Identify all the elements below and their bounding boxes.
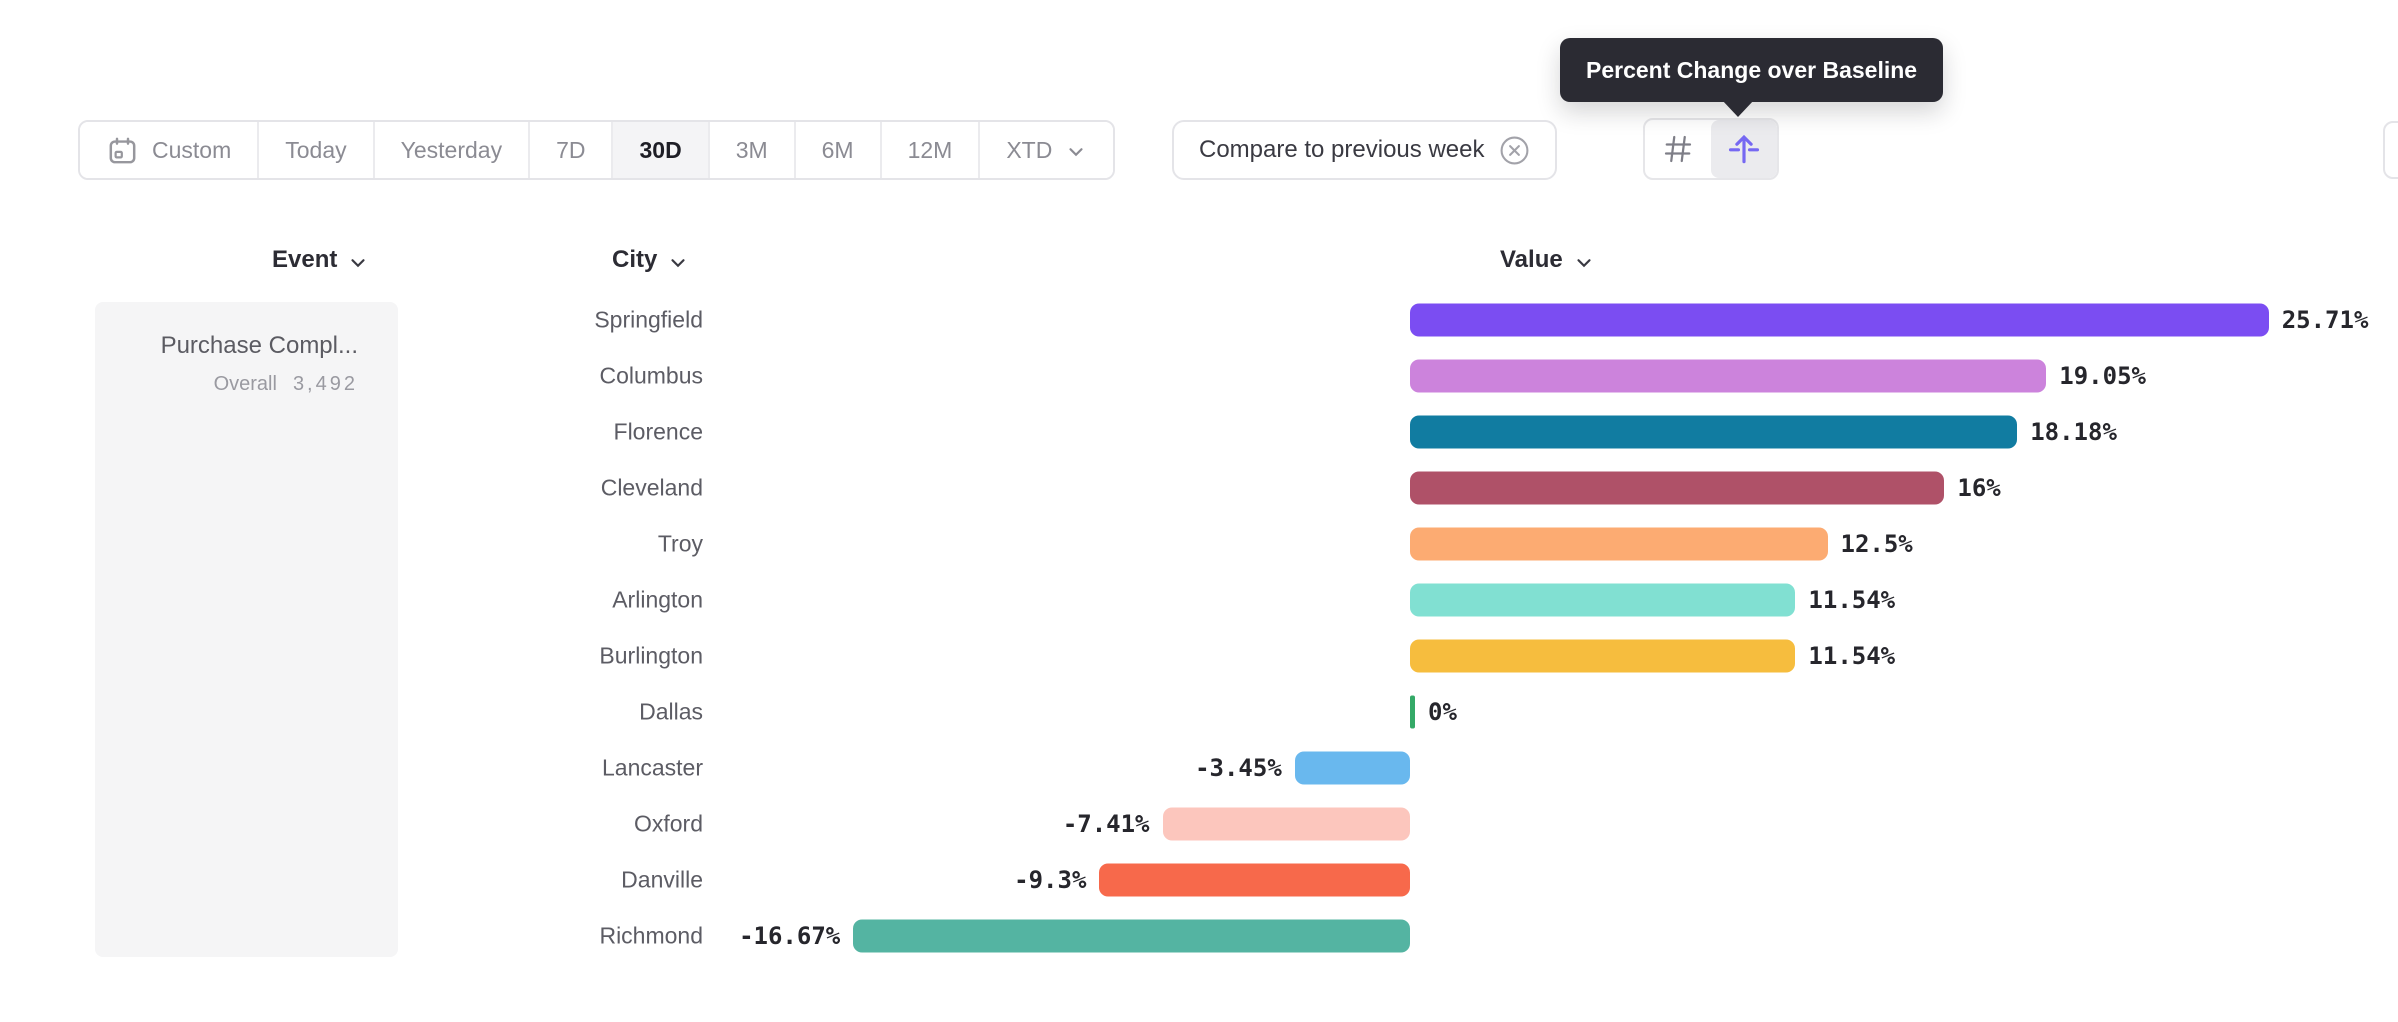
value-label: -16.67% [739,922,841,950]
date-range-30d[interactable]: 30D [613,122,710,178]
date-range-label: Custom [152,136,232,163]
value-label: 25.71% [2281,306,2369,334]
date-range-label: Today [285,136,347,163]
chart-row-danville: Danville -9.3% [0,852,2398,908]
compare-label: Compare to previous week [1199,136,1485,163]
calendar-icon [109,137,136,163]
value-bar[interactable] [1162,807,1410,841]
chart-row-columbus: Columbus 19.05% [0,348,2398,404]
chart-row-arlington: Arlington 11.54% [0,572,2398,628]
city-label: Dallas [639,698,703,725]
city-label: Cleveland [600,474,703,501]
chart-row-troy: Troy 12.5% [0,516,2398,572]
value-label: -3.45% [1195,754,1282,782]
date-range-custom[interactable]: Custom [80,122,260,178]
date-range-today[interactable]: Today [259,122,375,178]
chart-row-burlington: Burlington 11.54% [0,628,2398,684]
chevron-down-icon [351,258,365,267]
date-range-xtd[interactable]: XTD [980,122,1114,178]
date-range-label: 6M [821,136,854,163]
date-range-3m[interactable]: 3M [709,122,796,178]
date-range-yesterday[interactable]: Yesterday [374,122,531,178]
value-bar[interactable] [1410,695,1415,729]
date-range-label: 30D [639,136,682,163]
city-label: Oxford [633,810,703,837]
event-item[interactable]: Purchase Compl... Overall 3,492 [115,332,358,396]
city-label: Troy [657,530,703,557]
chart-row-richmond: Richmond -16.67% [0,908,2398,964]
city-label: Arlington [612,586,703,613]
event-overall: Overall 3,492 [115,373,358,396]
value-bar[interactable] [1410,639,1796,673]
value-label: -9.3% [1014,866,1087,894]
baseline-arrow-icon [1725,130,1763,168]
event-name: Purchase Compl... [160,332,358,359]
value-bar[interactable] [1410,471,1945,505]
uniques-hash-button[interactable] [1645,120,1711,178]
compare-button[interactable]: Compare to previous week [1172,120,1558,180]
city-label: Richmond [599,922,703,949]
tooltip-caret [1722,100,1754,117]
city-label: Burlington [599,642,703,669]
column-header-city-label: City [612,246,658,273]
date-range-7d[interactable]: 7D [530,122,614,178]
chart-row-dallas: Dallas 0% [0,684,2398,740]
chart-row-florence: Florence 18.18% [0,404,2398,460]
value-bar[interactable] [1410,359,2047,393]
city-label: Danville [621,866,703,893]
view-toggle-group [1643,118,1779,180]
bar-chart: Springfield 25.71% Columbus 19.05% Florence 1… [0,292,2398,964]
date-range-label: 7D [556,136,586,163]
city-label: Columbus [599,362,703,389]
date-range-label: 12M [907,136,953,163]
value-bar[interactable] [1410,527,1828,561]
value-bar[interactable] [1294,751,1410,785]
chevron-down-icon [1069,147,1083,156]
column-header-event-label: Event [272,246,338,273]
value-label: 0% [1428,698,1457,726]
value-bar[interactable] [1099,863,1410,897]
column-header-value-label: Value [1500,246,1563,273]
date-range-label: 3M [735,136,768,163]
value-label: -7.41% [1062,810,1150,838]
chevron-down-icon [1577,258,1591,267]
date-range-toolbar: Custom Today Yesterday 7D 30D 3M 6M 12M XTD [78,120,1116,180]
chart-row-oxford: Oxford -7.41% [0,796,2398,852]
remove-compare-icon[interactable] [1499,135,1530,166]
tooltip: Percent Change over Baseline [1560,38,1944,102]
hash-icon [1660,131,1696,167]
value-bar[interactable] [1410,583,1796,617]
date-range-6m[interactable]: 6M [795,122,882,178]
value-label: 11.54% [1808,586,1896,614]
percent-change-baseline-button[interactable] [1711,120,1777,178]
column-header-value[interactable]: Value [1500,246,1595,274]
overall-value: 3,492 [292,372,358,395]
value-bar[interactable] [853,919,1410,953]
city-label: Lancaster [601,754,703,781]
event-panel: Purchase Compl... Overall 3,492 [95,302,398,957]
value-bar[interactable] [1410,415,2018,449]
date-range-label: Yesterday [400,136,503,163]
chart-row-lancaster: Lancaster -3.45% [0,740,2398,796]
value-label: 12.5% [1840,530,1913,558]
value-label: 11.54% [1808,642,1896,670]
chevron-down-icon [671,258,685,267]
city-label: Springfield [594,306,703,333]
chart-row-springfield: Springfield 25.71% [0,292,2398,348]
city-label: Florence [613,418,703,445]
column-header-city[interactable]: City [612,246,689,274]
date-range-12m[interactable]: 12M [881,122,981,178]
value-label: 18.18% [2030,418,2117,446]
value-bar[interactable] [1410,303,2269,337]
overall-label: Overall [213,372,277,395]
chart-row-cleveland: Cleveland 16% [0,460,2398,516]
tooltip-text: Percent Change over Baseline [1586,56,1918,83]
clipped-right-button[interactable] [2383,121,2398,179]
value-label: 16% [1957,474,2001,502]
column-header-event[interactable]: Event [272,246,369,274]
value-label: 19.05% [2059,362,2146,390]
date-range-label: XTD [1006,136,1053,163]
